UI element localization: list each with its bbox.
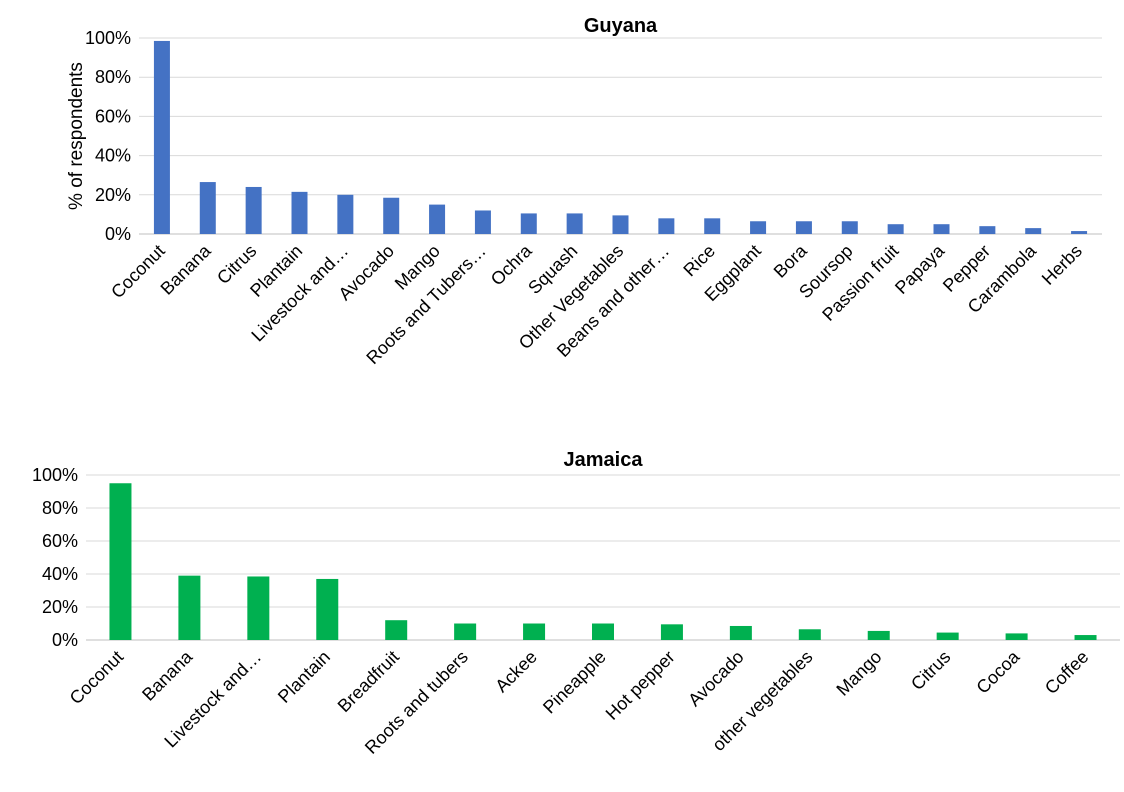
jamaica-bar [247,576,270,640]
jamaica-y-tick-label: 60% [42,531,78,551]
guyana-bar [337,194,354,234]
guyana-bar [1025,228,1042,234]
jamaica-bar [729,625,752,640]
jamaica-bar [109,483,132,640]
jamaica-category-label: Plantain [274,647,334,707]
guyana-y-axis-label: % of respondents [66,62,87,210]
guyana-bar [612,215,629,234]
guyana-bar [199,182,216,234]
jamaica-bar [798,629,821,640]
jamaica-bar [1005,633,1028,640]
guyana-y-tick-label: 100% [85,28,131,48]
guyana-bar [979,226,996,234]
jamaica-y-tick-label: 0% [52,630,78,650]
guyana-bar [291,191,308,234]
guyana-bar [153,40,170,234]
jamaica-bar [867,630,890,640]
guyana-y-tick-label: 0% [105,224,131,244]
jamaica-bar [454,623,477,640]
jamaica-bar [178,575,201,640]
jamaica-category-label: Ackee [491,647,541,697]
jamaica-category-label: Coconut [66,647,128,709]
jamaica-bar [660,624,683,640]
guyana-chart-title: Guyana [584,15,658,37]
jamaica-category-label: Pineapple [539,647,610,718]
guyana-y-tick-label: 60% [95,106,131,126]
guyana-chart: Guyana % of respondents 0% 20% 40% 60% 80% 10… [66,15,1102,368]
jamaica-category-label: Mango [832,647,885,700]
guyana-category-label: Coconut [107,241,169,303]
jamaica-category-label: Hot pepper [602,647,679,724]
guyana-category-label: Banana [157,240,216,299]
guyana-bar [658,218,675,234]
guyana-category-label: Rice [679,241,719,281]
guyana-bar [933,224,950,234]
guyana-y-tick-label: 80% [95,67,131,87]
jamaica-bar [316,578,339,640]
jamaica-bar [523,623,546,640]
guyana-bar [1071,231,1088,234]
guyana-category-label: Bora [770,240,812,282]
guyana-y-tick-label: 40% [95,146,131,166]
jamaica-category-label: Avocado [684,647,747,710]
guyana-bar [887,224,904,234]
guyana-bar [750,221,767,234]
jamaica-y-tick-label: 80% [42,498,78,518]
guyana-y-tick-label: 20% [95,185,131,205]
guyana-bar [566,213,583,234]
guyana-bar [429,204,446,234]
guyana-category-label: Herbs [1038,241,1086,289]
jamaica-y-tick-label: 40% [42,564,78,584]
guyana-category-label: Papaya [891,240,949,298]
jamaica-category-label: Citrus [907,647,954,694]
guyana-bar [795,221,812,234]
jamaica-category-label: Breadfruit [334,647,403,716]
jamaica-bar [385,620,408,640]
jamaica-bar [936,632,959,640]
guyana-bar [245,186,262,234]
jamaica-category-label: Cocoa [972,646,1024,698]
jamaica-chart-title: Jamaica [564,449,644,471]
guyana-bar [383,197,400,234]
guyana-bar [704,218,721,234]
jamaica-y-tick-label: 20% [42,597,78,617]
jamaica-category-label: Coffee [1041,647,1092,698]
jamaica-chart: Jamaica 0%20%40%60%80%100%Coconut BananaL… [32,449,1120,758]
guyana-bar [520,213,537,234]
guyana-bar [474,210,491,234]
guyana-bar [841,221,858,234]
jamaica-y-tick-label: 100% [32,465,78,485]
jamaica-bar [1074,635,1097,640]
jamaica-bar [592,623,614,640]
jamaica-category-label: Banana [138,646,197,705]
